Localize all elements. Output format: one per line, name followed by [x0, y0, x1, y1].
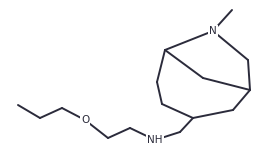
Text: N: N: [209, 26, 217, 36]
Text: NH: NH: [147, 135, 163, 145]
Text: O: O: [81, 115, 89, 125]
